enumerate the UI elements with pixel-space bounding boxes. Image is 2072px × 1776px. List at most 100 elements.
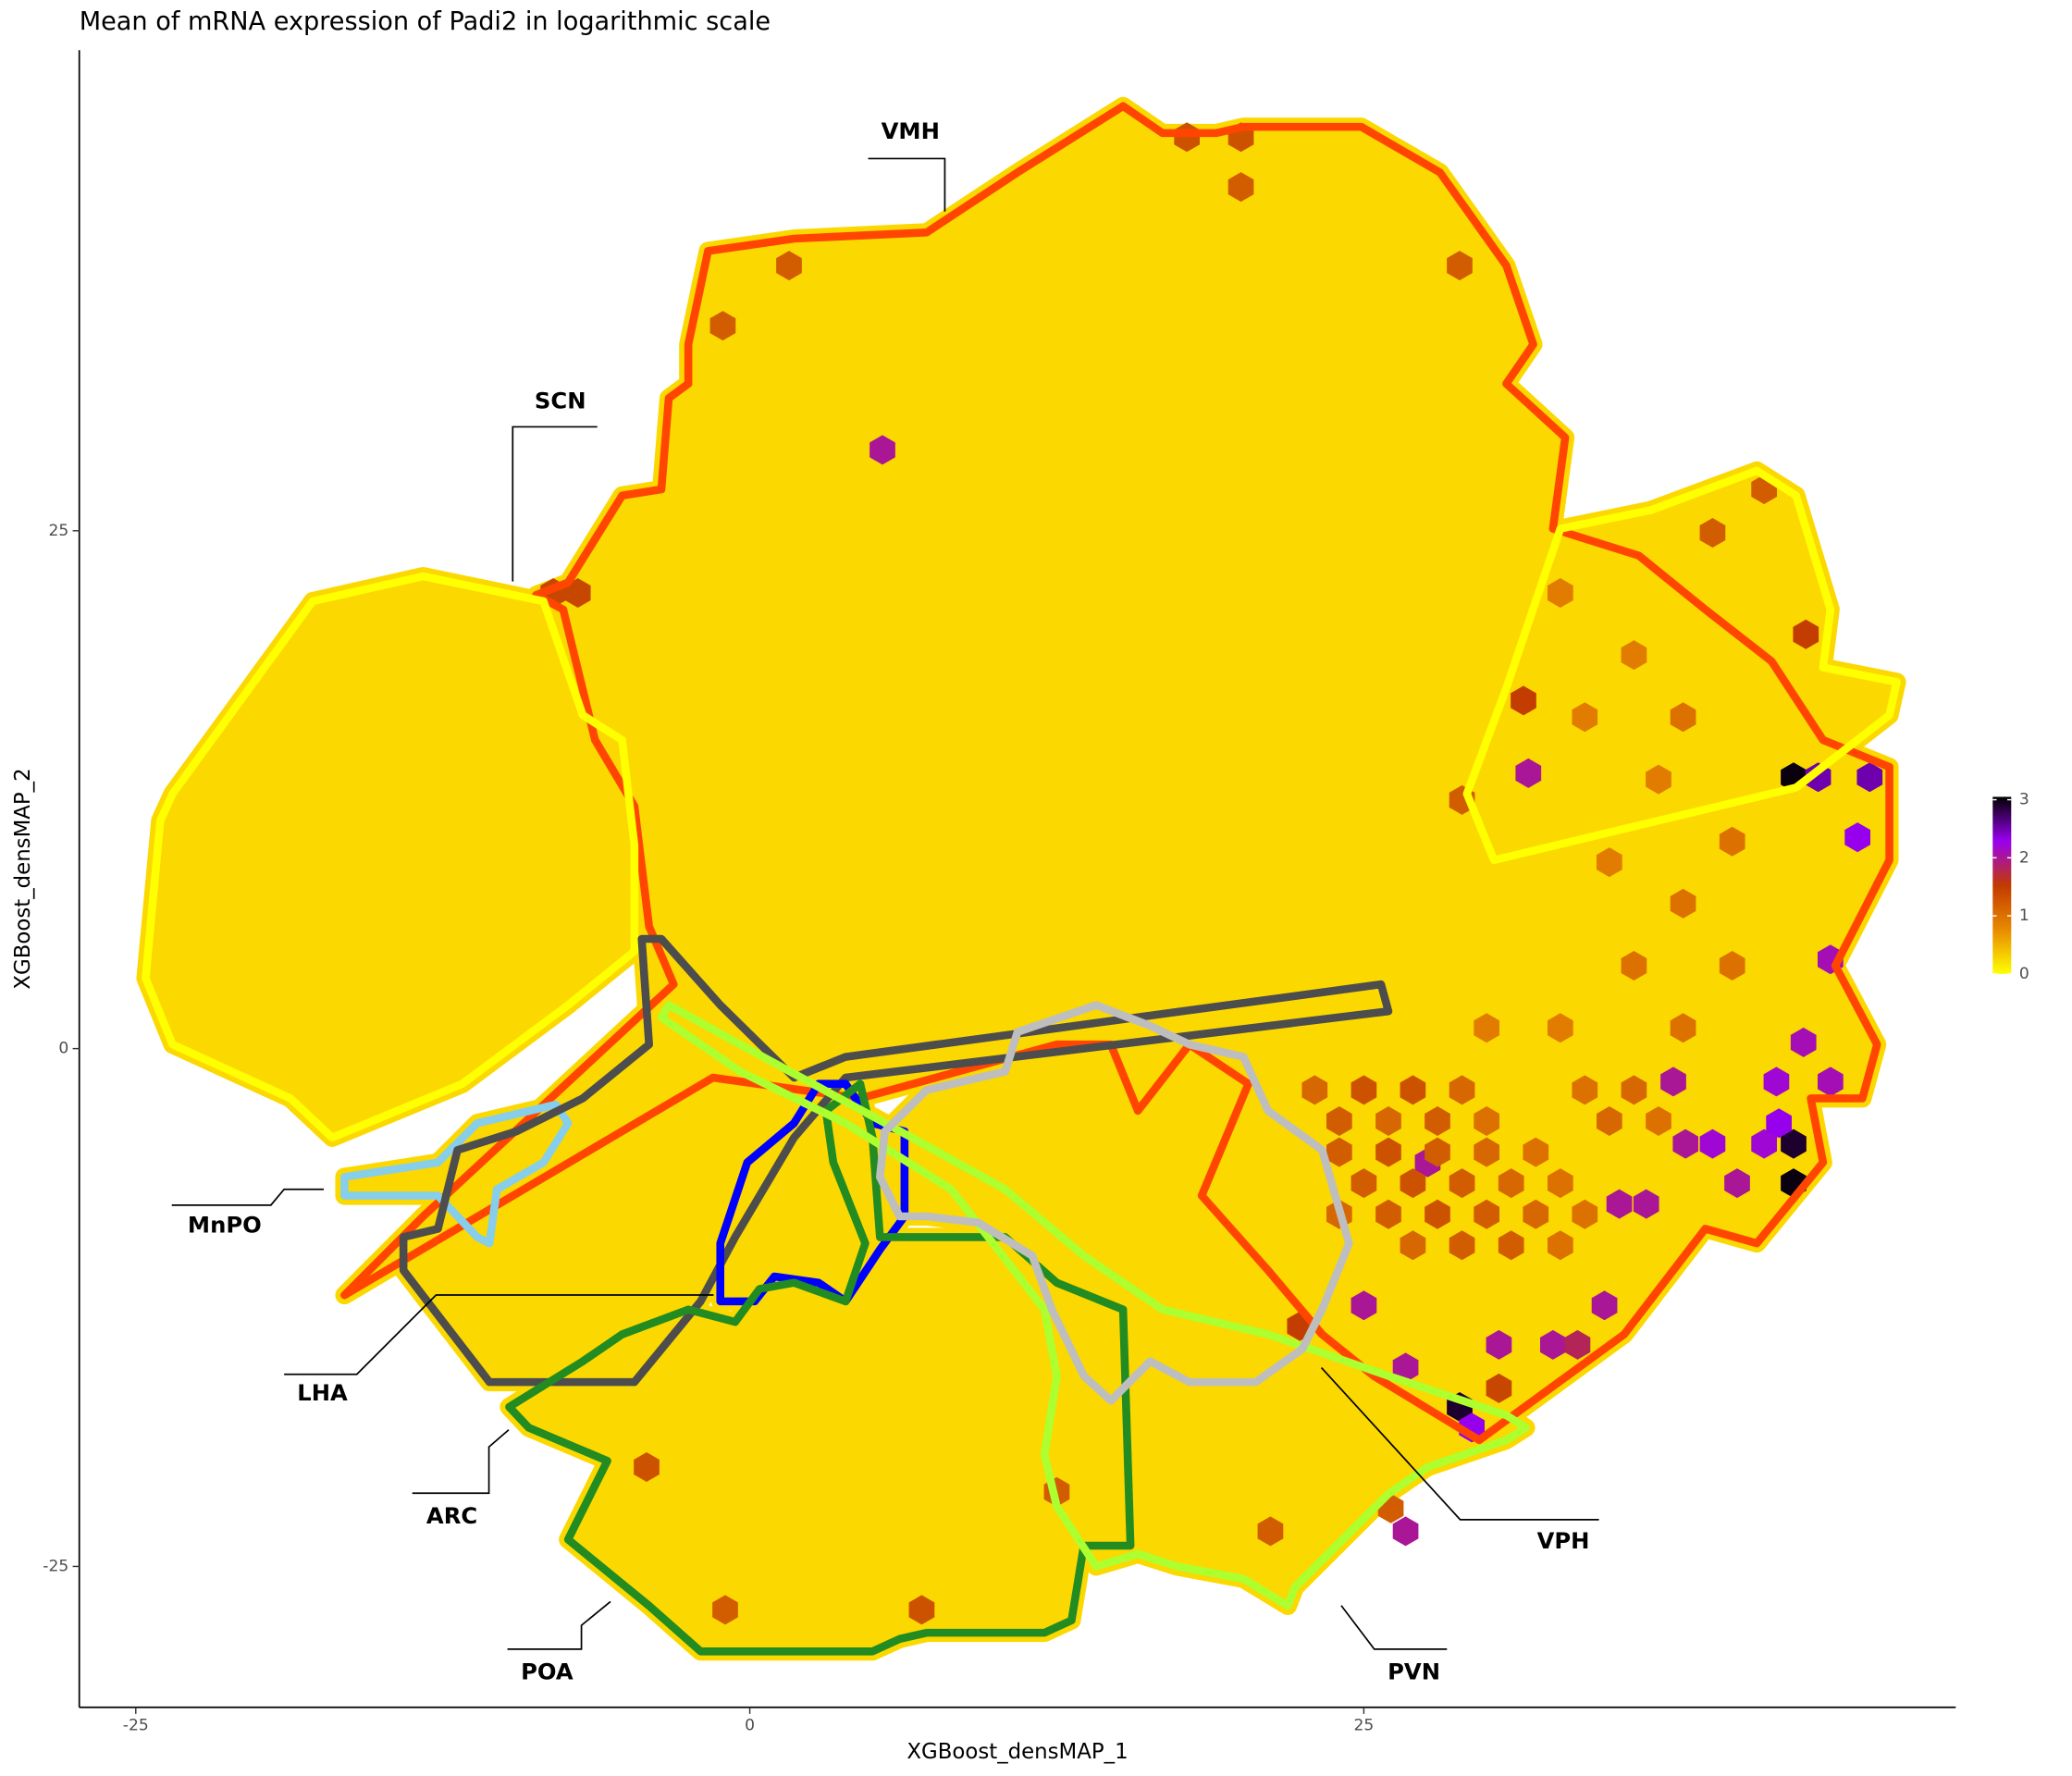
leader-line [868, 157, 946, 212]
hex [1621, 1075, 1647, 1105]
hex [1751, 1128, 1777, 1159]
y-tick-label: 25 [48, 522, 68, 540]
y-axis-title: XGBoost_densMAP_2 [11, 768, 35, 989]
hex [1350, 1168, 1377, 1199]
y-tick-label: -25 [43, 1557, 68, 1575]
hex [1670, 702, 1696, 733]
hex [1474, 1013, 1499, 1043]
hex [1326, 1137, 1352, 1167]
hex [1350, 1075, 1377, 1105]
hex [1474, 1199, 1499, 1229]
region-outline [875, 1001, 1353, 1405]
leader-line [512, 426, 598, 582]
region-label: VMH [882, 117, 940, 144]
region-label: POA [521, 1659, 574, 1685]
hex [1375, 1137, 1401, 1167]
hex [1672, 1128, 1698, 1159]
region-outline [340, 1100, 573, 1248]
hex [1424, 1137, 1450, 1167]
hex [1781, 1128, 1807, 1159]
hex [1719, 826, 1745, 857]
hex [1621, 951, 1647, 980]
x-tick-label: 25 [1353, 1717, 1374, 1735]
leader-line [171, 1188, 324, 1206]
hex [1449, 1168, 1475, 1199]
hex [1548, 578, 1573, 608]
region-label: SCN [535, 387, 586, 413]
region-fills [136, 96, 1906, 1661]
hex [1350, 1290, 1377, 1321]
leader-line [507, 1600, 611, 1650]
colorbar-tick-label: 2 [2019, 848, 2029, 867]
leader-line [284, 1294, 714, 1375]
hex [1227, 172, 1254, 203]
hex [1257, 1516, 1284, 1547]
hex [1523, 1137, 1549, 1167]
hex [1699, 1128, 1726, 1159]
hex [1633, 1189, 1659, 1219]
hex [1498, 1168, 1524, 1199]
region-label: LHA [297, 1379, 348, 1406]
hex [1400, 1075, 1426, 1105]
hex [1548, 1230, 1573, 1261]
hex [1670, 1013, 1696, 1043]
hex [1548, 1168, 1573, 1199]
hex [1392, 1516, 1419, 1547]
region-label: PVN [1388, 1659, 1440, 1685]
hex [1375, 1106, 1401, 1136]
hex [1660, 1067, 1686, 1097]
hex [1766, 1108, 1792, 1139]
leader-line [1320, 1366, 1599, 1521]
colorbar: 0 1 2 3 [1992, 791, 2029, 983]
hex [1498, 1230, 1524, 1261]
region-outline [142, 572, 639, 1142]
hex [712, 1595, 738, 1625]
hex [634, 1452, 660, 1482]
y-tick-label: 0 [58, 1040, 68, 1058]
hex [1719, 951, 1745, 980]
hex [1511, 685, 1536, 716]
hex [1596, 847, 1622, 878]
hex [1515, 758, 1542, 788]
hex [1724, 1168, 1750, 1199]
hexes [540, 122, 1883, 1625]
hex [1375, 1199, 1401, 1229]
hex [1326, 1106, 1352, 1136]
hex [1818, 1067, 1844, 1097]
chart-title: Mean of mRNA expression of Padi2 in loga… [80, 7, 771, 36]
hex [1572, 702, 1598, 733]
hex [1392, 1352, 1419, 1383]
hex [1424, 1106, 1450, 1136]
hex [1523, 1199, 1549, 1229]
hex [1301, 1075, 1328, 1105]
hex [1646, 764, 1671, 795]
x-tick-label: -25 [123, 1717, 149, 1735]
hex [1670, 888, 1696, 919]
hex [1591, 1290, 1618, 1321]
hex [1793, 619, 1819, 649]
colorbar-tick-label: 0 [2019, 965, 2029, 983]
region-outline [1462, 466, 1901, 865]
hex [1540, 1329, 1566, 1360]
hex [1844, 822, 1870, 853]
hex [1606, 1189, 1633, 1219]
hex [776, 251, 802, 281]
hex [1474, 1106, 1499, 1136]
hex [564, 578, 591, 608]
region-label: VPH [1537, 1527, 1590, 1554]
hex [1424, 1199, 1450, 1229]
colorbar-tick-label: 3 [2019, 791, 2029, 809]
x-axis-title: XGBoost_densMAP_1 [906, 1740, 1128, 1764]
hex [908, 1595, 935, 1625]
region-label: ARC [426, 1502, 477, 1529]
region-labels: VMH SCN MnPO LHA ARC POA PVN VPH [171, 117, 1599, 1685]
hex [1449, 1075, 1475, 1105]
hex [1699, 518, 1726, 548]
hex [1474, 1137, 1499, 1167]
colorbar-gradient [1992, 796, 2012, 974]
hex [1763, 1067, 1790, 1097]
hex [1621, 640, 1647, 671]
axes: -25 0 25 -25 0 25 [43, 50, 1956, 1735]
